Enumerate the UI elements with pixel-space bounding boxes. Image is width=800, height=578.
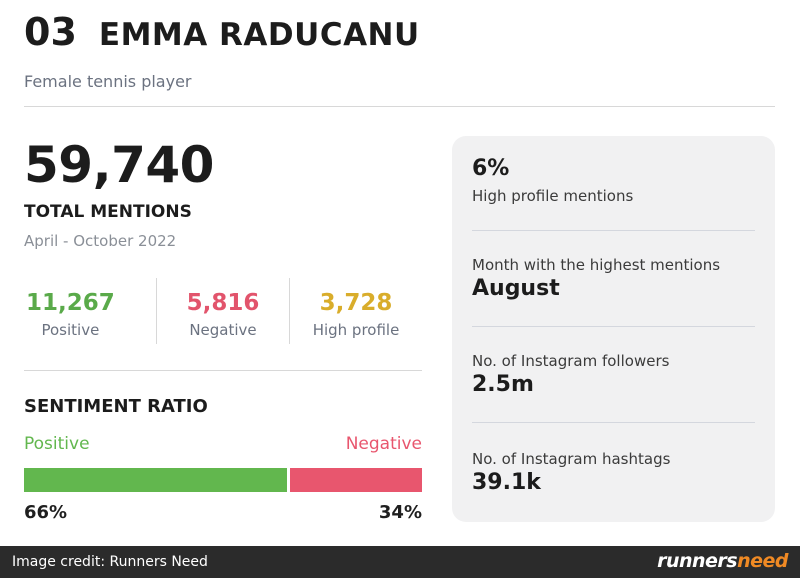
date-range: April - October 2022 (24, 232, 177, 250)
positive-percent: 66% (24, 502, 68, 523)
negative-label: Negative (345, 434, 422, 454)
instagram-hashtags-stat: No. of Instagram hashtags 39.1k (472, 450, 755, 495)
logo-text-runners: runners (657, 550, 738, 572)
sentiment-bar-gap (286, 468, 290, 492)
instagram-followers-stat: No. of Instagram followers 2.5m (472, 352, 755, 397)
image-credit: Image credit: Runners Need (12, 554, 208, 570)
high-profile-percent: 6% (472, 156, 510, 181)
divider (24, 106, 775, 107)
high-profile-stat: 6% High profile mentions (472, 156, 755, 205)
sentiment-ratio-title: SENTIMENT RATIO (24, 396, 208, 417)
instagram-hashtags-value: 39.1k (472, 470, 541, 495)
instagram-followers-value: 2.5m (472, 372, 534, 397)
header: 03 EMMA RADUCANU (24, 10, 420, 54)
player-card: 03 EMMA RADUCANU Female tennis player 59… (24, 10, 775, 523)
negative-percent: 34% (378, 502, 422, 523)
player-description: Female tennis player (24, 72, 192, 91)
player-name: EMMA RADUCANU (98, 17, 420, 53)
stats-panel: 6% High profile mentions Month with the … (452, 136, 775, 522)
peak-month-label: Month with the highest mentions (472, 256, 721, 274)
mention-breakdown: 11,267 Positive 5,816 Negative 3,728 Hig… (24, 278, 422, 344)
stat-label: Negative (189, 321, 257, 339)
stat-label: Positive (41, 321, 100, 339)
stat-value: 11,267 (26, 290, 115, 316)
positive-label: Positive (24, 434, 90, 454)
stat-label: High profile (312, 321, 400, 339)
divider (24, 370, 422, 371)
sentiment-bar-negative (289, 468, 422, 492)
stat-value: 3,728 (319, 290, 393, 316)
high-profile-label: High profile mentions (472, 187, 634, 205)
runners-need-logo: runnersneed (657, 550, 788, 572)
peak-month-value: August (472, 276, 560, 301)
stat-positive: 11,267 Positive (24, 278, 156, 344)
instagram-followers-label: No. of Instagram followers (472, 352, 670, 370)
stat-value: 5,816 (186, 290, 260, 316)
sentiment-bar-positive (24, 468, 287, 492)
stat-high-profile: 3,728 High profile (289, 278, 422, 344)
divider (472, 326, 755, 327)
sentiment-bar (24, 468, 422, 492)
instagram-hashtags-label: No. of Instagram hashtags (472, 450, 671, 468)
total-mentions-value: 59,740 (24, 136, 214, 194)
peak-month-stat: Month with the highest mentions August (472, 256, 755, 301)
logo-text-need: need (737, 550, 788, 572)
footer: Image credit: Runners Need runnersneed (0, 546, 800, 578)
divider (472, 230, 755, 231)
divider (472, 422, 755, 423)
rank-number: 03 (24, 10, 77, 54)
stat-negative: 5,816 Negative (156, 278, 289, 344)
total-mentions-label: TOTAL MENTIONS (24, 202, 192, 222)
